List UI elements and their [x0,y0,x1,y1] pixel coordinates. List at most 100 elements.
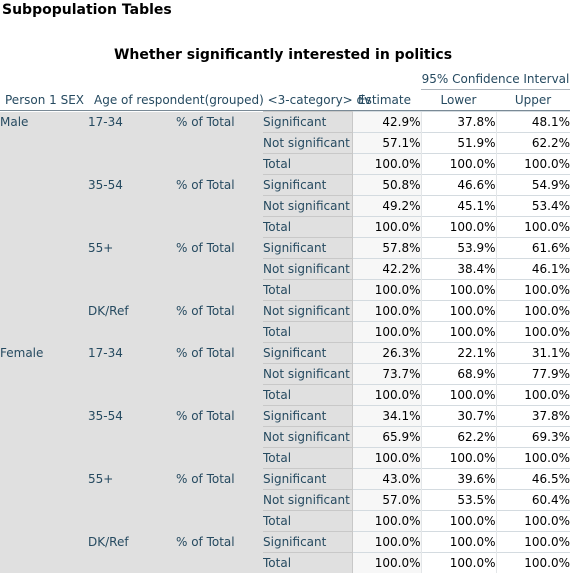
estimate-cell: 43.0% [352,469,421,490]
lower-cell: 100.0% [421,322,496,343]
category-cell: Significant [263,469,352,490]
lower-cell: 38.4% [421,259,496,280]
lower-cell: 53.9% [421,238,496,259]
category-cell: Not significant [263,427,352,448]
age-column-header: Age of respondent(grouped) <3-category> … [94,90,371,110]
estimate-cell: 57.1% [352,133,421,154]
estimate-cell: 42.2% [352,259,421,280]
lower-cell: 46.6% [421,175,496,196]
page-heading: Subpopulation Tables [2,2,172,18]
table-title: Whether significantly interested in poli… [0,47,566,63]
upper-cell: 61.6% [496,238,570,259]
category-cell: Significant [263,532,352,553]
estimate-cell: 100.0% [352,154,421,175]
estimate-cell: 100.0% [352,280,421,301]
estimate-cell: 73.7% [352,364,421,385]
estimate-cell: 100.0% [352,322,421,343]
stat-label-cell: % of Total [176,532,263,573]
upper-cell: 54.9% [496,175,570,196]
upper-cell: 100.0% [496,385,570,406]
lower-cell: 68.9% [421,364,496,385]
lower-cell: 100.0% [421,553,496,573]
upper-cell: 100.0% [496,154,570,175]
estimate-cell: 100.0% [352,511,421,532]
estimate-cell: 26.3% [352,343,421,364]
lower-cell: 62.2% [421,427,496,448]
lower-column-header: Lower [421,90,496,110]
upper-cell: 53.4% [496,196,570,217]
category-cell: Not significant [263,259,352,280]
upper-cell: 100.0% [496,532,570,553]
estimate-cell: 34.1% [352,406,421,427]
estimate-cell: 65.9% [352,427,421,448]
category-cell: Not significant [263,490,352,511]
age-group-cell: 17-34 [88,112,176,175]
category-cell: Total [263,448,352,469]
upper-cell: 100.0% [496,448,570,469]
upper-cell: 46.5% [496,469,570,490]
upper-cell: 77.9% [496,364,570,385]
lower-cell: 100.0% [421,511,496,532]
upper-cell: 100.0% [496,301,570,322]
lower-cell: 100.0% [421,532,496,553]
category-cell: Total [263,385,352,406]
stat-label-cell: % of Total [176,301,263,343]
category-cell: Not significant [263,364,352,385]
stat-label-cell: % of Total [176,406,263,469]
category-cell: Not significant [263,196,352,217]
estimate-cell: 100.0% [352,532,421,553]
sex-cell: Female [0,343,88,573]
estimate-cell: 100.0% [352,217,421,238]
stat-label-cell: % of Total [176,469,263,532]
lower-cell: 51.9% [421,133,496,154]
age-group-cell: 17-34 [88,343,176,406]
age-group-cell: DK/Ref [88,301,176,343]
category-cell: Total [263,322,352,343]
lower-cell: 100.0% [421,385,496,406]
estimate-cell: 100.0% [352,553,421,573]
age-group-cell: DK/Ref [88,532,176,573]
estimate-cell: 49.2% [352,196,421,217]
estimate-cell: 100.0% [352,385,421,406]
category-cell: Significant [263,238,352,259]
lower-cell: 22.1% [421,343,496,364]
estimate-cell: 42.9% [352,112,421,133]
lower-cell: 100.0% [421,448,496,469]
upper-cell: 31.1% [496,343,570,364]
upper-cell: 100.0% [496,217,570,238]
estimate-cell: 57.8% [352,238,421,259]
category-cell: Total [263,154,352,175]
age-group-cell: 55+ [88,238,176,301]
confidence-interval-header: 95% Confidence Interval [421,70,570,89]
lower-cell: 100.0% [421,217,496,238]
lower-cell: 100.0% [421,301,496,322]
category-cell: Total [263,217,352,238]
upper-cell: 48.1% [496,112,570,133]
upper-cell: 62.2% [496,133,570,154]
category-cell: Total [263,280,352,301]
upper-column-header: Upper [496,90,570,110]
estimate-cell: 100.0% [352,301,421,322]
stat-label-cell: % of Total [176,112,263,175]
lower-cell: 45.1% [421,196,496,217]
lower-cell: 100.0% [421,154,496,175]
age-group-cell: 35-54 [88,175,176,238]
upper-cell: 100.0% [496,511,570,532]
estimate-cell: 100.0% [352,448,421,469]
stat-label-cell: % of Total [176,343,263,406]
lower-cell: 39.6% [421,469,496,490]
upper-cell: 69.3% [496,427,570,448]
category-cell: Significant [263,175,352,196]
age-group-cell: 55+ [88,469,176,532]
category-cell: Significant [263,343,352,364]
upper-cell: 46.1% [496,259,570,280]
category-cell: Not significant [263,301,352,322]
age-group-cell: 35-54 [88,406,176,469]
upper-cell: 60.4% [496,490,570,511]
lower-cell: 100.0% [421,280,496,301]
lower-cell: 53.5% [421,490,496,511]
sex-cell: Male [0,112,88,343]
estimate-column-header: Estimate [355,90,411,110]
